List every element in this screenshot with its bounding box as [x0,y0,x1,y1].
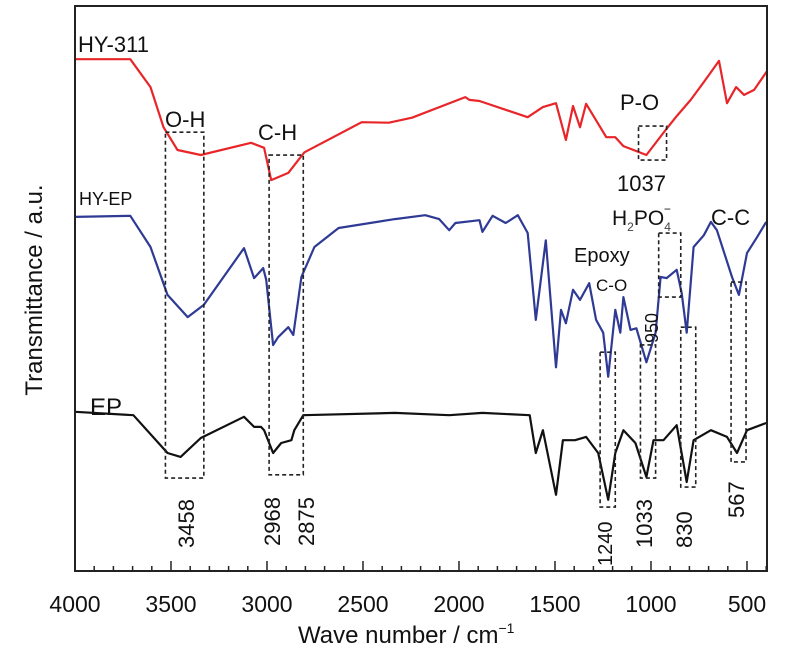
series-label-hy311: HY-311 [78,32,149,57]
label-3458: 3458 [174,499,199,548]
highlight-box-830 [679,326,697,488]
highlight-box-o-h [164,131,205,479]
label-co: C-O [596,276,627,295]
h2po4-sup: − [664,202,671,216]
x-axis-label-text: Wave number / cm [298,622,499,649]
label-1037: 1037 [617,171,666,196]
label-830: 830 [672,511,697,548]
plot-frame [74,5,768,572]
label-1240: 1240 [595,522,617,567]
x-tick-label: 500 [728,591,766,617]
x-axis-label-sup: −1 [499,620,515,636]
highlight-box-1033 [639,344,657,479]
highlight-box-c-h [268,154,305,476]
label-2875: 2875 [294,497,319,546]
label-oh: O-H [165,107,205,132]
spectra-curves [74,58,769,501]
x-tick-label: 3500 [145,591,196,617]
label-epoxy: Epoxy [574,245,630,267]
series-label-ep: EP [90,394,122,421]
highlight-box-1240 [599,351,617,508]
label-2968: 2968 [260,497,285,546]
series-label-hyep: HY-EP [79,189,132,209]
x-tick-label: 3000 [241,591,292,617]
label-ch: C-H [258,120,297,145]
x-axis-ticks: 4000 3500 3000 2500 2000 1500 1000 500 [49,561,767,617]
x-tick-label: 2500 [337,591,388,617]
highlight-box-h2po4 [657,232,682,298]
x-tick-label: 1500 [529,591,580,617]
label-h2po4: H2PO4 − [612,202,671,234]
x-tick-label: 4000 [49,591,100,617]
h2po4-sub2: 2 [627,220,634,234]
label-cc: C-C [711,205,750,230]
highlight-box-567 [730,281,747,463]
h2po4-po: PO [634,207,664,230]
series-line-hy-311 [75,58,769,182]
label-567: 567 [724,481,749,518]
series-line-hy-ep [74,214,768,378]
label-1033: 1033 [632,499,657,548]
y-axis-label: Transmittance / a.u. [21,184,48,395]
h2po4-sub4: 4 [664,220,671,234]
x-tick-label: 2000 [433,591,484,617]
x-tick-label: 1000 [625,591,676,617]
highlight-boxes [164,125,747,508]
highlight-box-p-o [637,125,668,161]
h2po4-h: H [612,207,627,230]
label-950: 950 [642,313,662,343]
label-po: P-O [620,90,659,115]
series-line-ep [74,410,767,501]
x-axis-label: Wave number / cm−1 [298,620,515,649]
